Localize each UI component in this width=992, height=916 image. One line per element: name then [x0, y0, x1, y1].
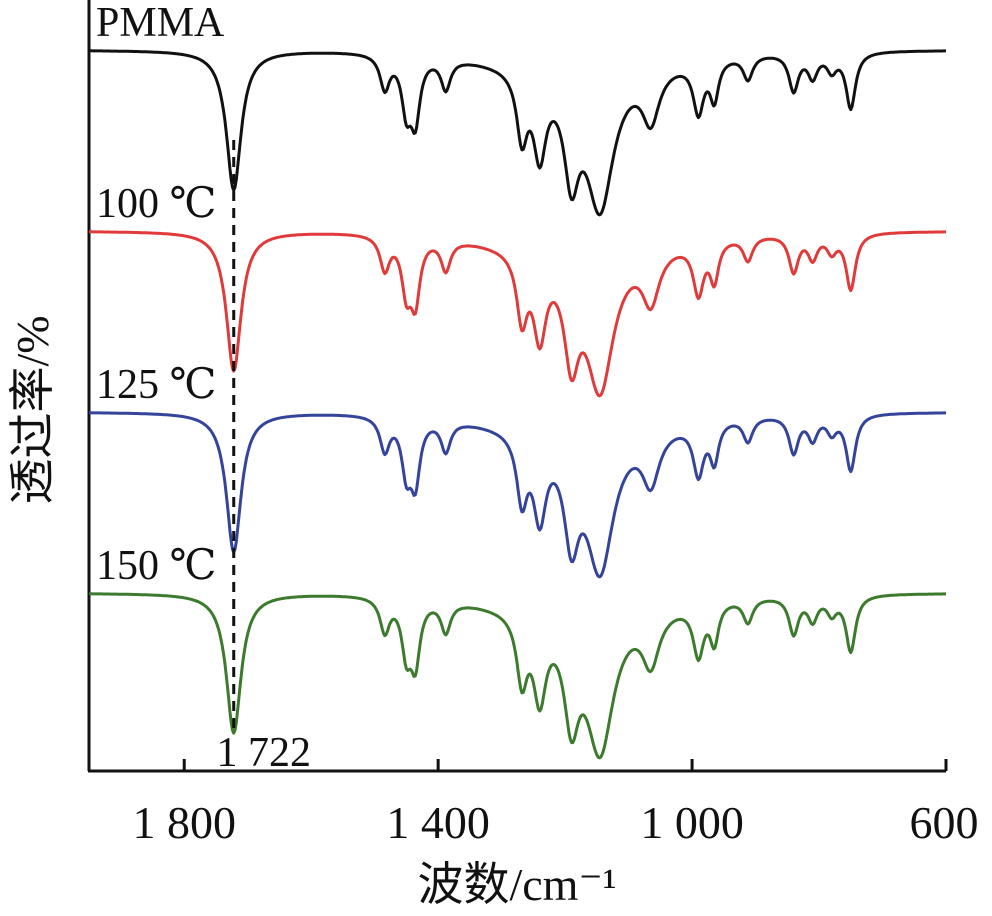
- series-label: PMMA: [96, 0, 225, 46]
- series-line: [88, 49, 947, 217]
- x-axis-title: 波数/cm⁻¹: [417, 859, 616, 910]
- series-line: [88, 592, 947, 760]
- annotation-label: 1 722: [216, 730, 311, 776]
- series-label: 125 ℃: [96, 362, 216, 408]
- x-tick-label: 600: [910, 797, 979, 848]
- series-line: [88, 230, 947, 398]
- axes: [87, 0, 946, 773]
- series-label: 100 ℃: [96, 181, 216, 227]
- x-ticks: 1 800 1 400 1 000 600: [132, 759, 979, 848]
- series-lines: [88, 49, 947, 760]
- series-line: [88, 411, 947, 579]
- y-axis-title: 透过率/%: [7, 315, 58, 504]
- x-tick-label: 1 800: [132, 797, 236, 848]
- series-labels: PMMA 100 ℃ 125 ℃ 150 ℃: [96, 0, 225, 589]
- x-tick-label: 1 000: [640, 797, 744, 848]
- series-label: 150 ℃: [96, 543, 216, 589]
- x-tick-label: 1 400: [386, 797, 490, 848]
